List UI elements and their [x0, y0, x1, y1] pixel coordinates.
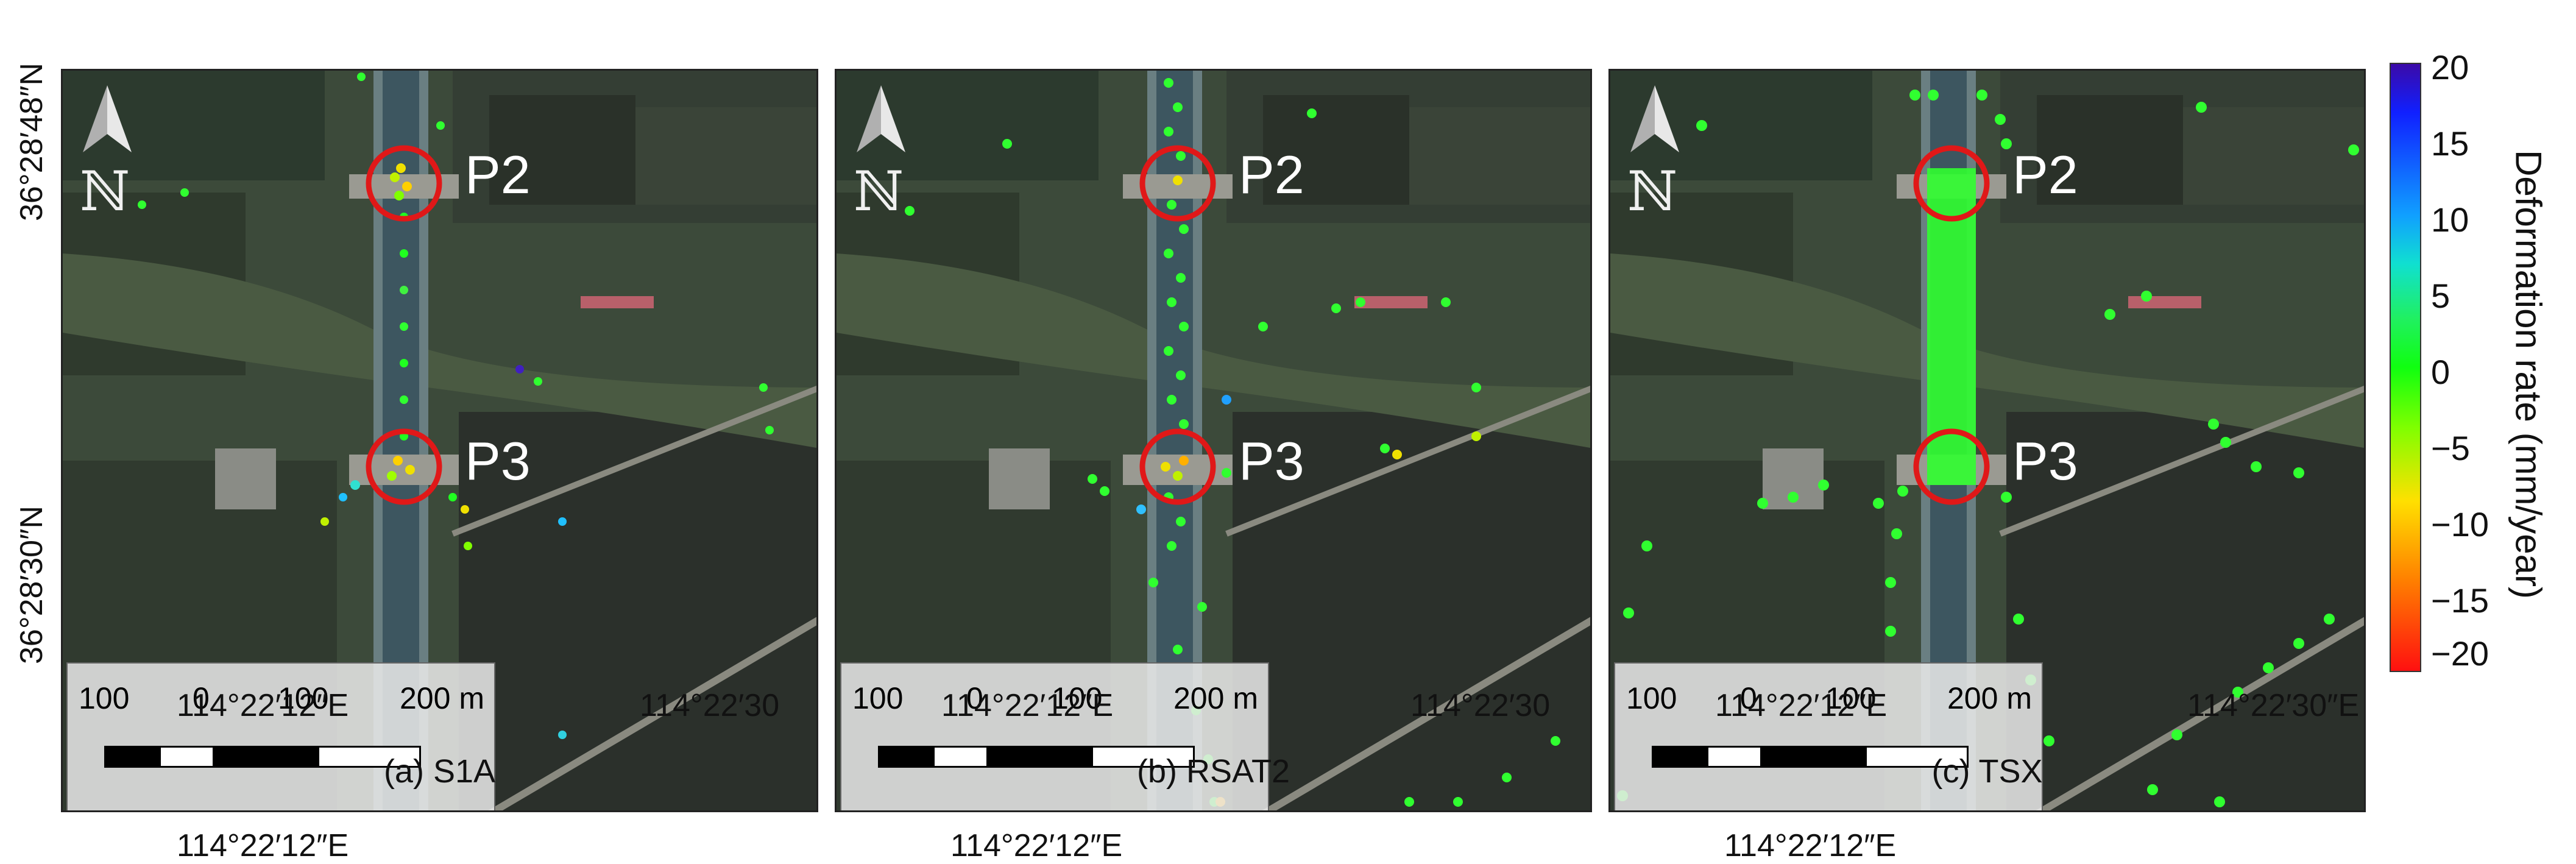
scale-label: 100 [852, 681, 904, 715]
colorbar-tick: 20 [2431, 48, 2469, 87]
point-label-p2: P2 [2012, 144, 2078, 205]
lat-label-bottom: 36°28′30″N [14, 505, 49, 664]
colorbar-tick: −5 [2431, 429, 2470, 467]
lon-label-left: 114°22′12″E [950, 828, 1123, 863]
scale-label: 0 [1740, 681, 1757, 715]
scale-label: 200 m [400, 681, 484, 715]
colorbar-tick: −10 [2431, 505, 2489, 544]
scale-bar-graphic [878, 746, 1195, 768]
caption-c: (c) TSX [1931, 753, 2043, 790]
scale-bar-graphic [1652, 746, 1969, 768]
scale-bar: 100 0 100 200 m [1614, 662, 2043, 810]
scale-label: 100 [278, 681, 329, 715]
scale-label: 0 [193, 681, 210, 715]
colorbar-tick: 15 [2431, 124, 2469, 163]
colorbar-tick: 0 [2431, 353, 2450, 391]
north-arrow-icon: ℕ [80, 85, 135, 225]
lon-label-right-a: 114°22′30 [640, 688, 780, 723]
scale-bar: 100 0 100 200 m [840, 662, 1269, 810]
colorbar-tick: −20 [2431, 634, 2489, 673]
point-label-p3: P3 [1239, 431, 1304, 491]
colorbar-title: Deformation rate (mm/year) [2508, 150, 2549, 599]
point-label-p2: P2 [465, 144, 531, 205]
map-panel-tsx: P2 P3 ℕ 100 0 100 200 m 114°22′12″E [1608, 69, 2366, 863]
scale-label: 0 [966, 681, 983, 715]
caption-a: (a) S1A [383, 753, 496, 790]
scale-label: 200 m [1947, 681, 2032, 715]
scale-label: 100 [1626, 681, 1677, 715]
lon-label-left-b: 114°22′12″E [941, 688, 1114, 723]
colorbar-tick: −15 [2431, 581, 2489, 620]
lon-label-right-c: 114°22′30″E [2187, 688, 2360, 723]
north-arrow-icon: ℕ [854, 85, 908, 225]
highlight-circles [1913, 145, 1990, 505]
colorbar-tick: 5 [2431, 277, 2450, 315]
lon-label-left-a: 114°22′12″E [177, 688, 349, 723]
satellite-map: P2 P3 ℕ 100 0 100 200 m [61, 69, 818, 812]
colorbar [2390, 63, 2421, 672]
north-symbol: ℕ [1627, 160, 1678, 224]
ps-points [138, 73, 774, 739]
scale-label: 100 [1825, 681, 1877, 715]
north-arrow-icon: ℕ [1627, 85, 1682, 225]
point-label-p3: P3 [465, 431, 531, 491]
scale-label: 200 m [1173, 681, 1258, 715]
scale-bar: 100 0 100 200 m [66, 662, 495, 810]
scale-bar-graphic [104, 746, 421, 768]
north-symbol: ℕ [80, 160, 130, 224]
scale-label: 100 [79, 681, 130, 715]
caption-b: (b) RSAT2 [1136, 753, 1290, 790]
point-label-p3: P3 [2012, 431, 2078, 491]
colorbar-tick: 10 [2431, 200, 2469, 239]
highlight-circles [1139, 145, 1216, 505]
highlight-circles [366, 145, 442, 505]
north-symbol: ℕ [854, 160, 904, 224]
satellite-map: P2 P3 ℕ 100 0 100 200 m [1608, 69, 2366, 812]
lon-label-left: 114°22′12″E [1724, 828, 1897, 863]
scale-label: 100 [1052, 681, 1103, 715]
lat-label-top: 36°28′48″N [14, 62, 49, 221]
lon-label-left: 114°22′12″E [177, 828, 349, 863]
satellite-map: P2 P3 ℕ 100 0 100 200 m [835, 69, 1592, 812]
lon-label-left-c: 114°22′12″E [1715, 688, 1888, 723]
lon-label-right-b: 114°22′30 [1410, 688, 1551, 723]
point-label-p2: P2 [1239, 144, 1304, 205]
map-panel-rsat2: P2 P3 ℕ 100 0 100 200 m 114°22′12″E [835, 69, 1592, 863]
